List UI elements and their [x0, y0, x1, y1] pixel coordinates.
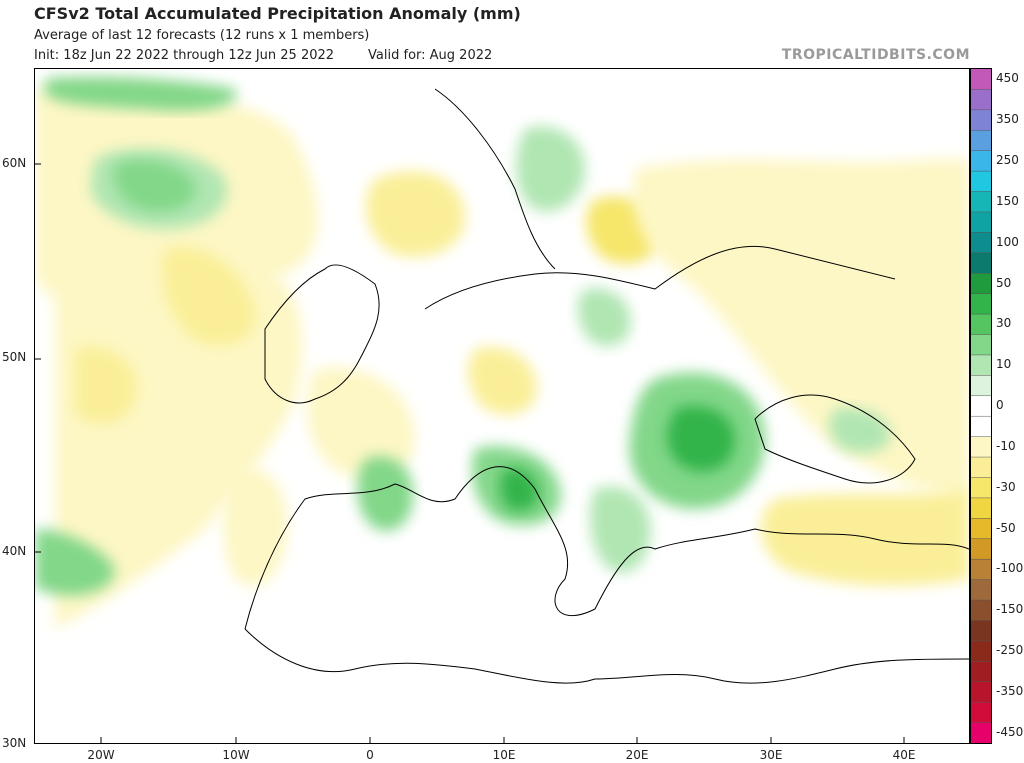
wet-core-north-atlantic — [114, 160, 196, 212]
colorbar-swatch — [971, 436, 991, 458]
colorbar-label: -250 — [996, 643, 1024, 658]
precipitation-anomaly-map — [34, 68, 970, 744]
colorbar-swatch — [971, 293, 991, 315]
colorbar-label: 100 — [996, 234, 1019, 249]
colorbar-swatch — [971, 354, 991, 376]
dry-zone-iberia — [223, 467, 288, 587]
colorbar-swatch — [971, 375, 991, 397]
colorbar-label: -150 — [996, 602, 1024, 617]
dry-zone-france — [306, 367, 415, 479]
colorbar-swatch — [971, 702, 991, 724]
colorbar-swatch — [971, 171, 991, 193]
colorbar-label: -10 — [996, 438, 1016, 453]
colorbar-swatches — [971, 69, 991, 743]
colorbar-swatch — [971, 191, 991, 213]
wet-zone-scandinavia — [516, 126, 585, 212]
colorbar-swatch — [971, 416, 991, 438]
lon-label-10w: 10W — [222, 748, 250, 762]
colorbar-swatch — [971, 538, 991, 560]
colorbar-swatch — [971, 722, 991, 743]
colorbar-swatch — [971, 130, 991, 152]
colorbar-label: -30 — [996, 479, 1016, 494]
lon-label-0: 0 — [366, 748, 374, 762]
wet-zone-azores — [35, 529, 115, 596]
colorbar-swatch — [971, 109, 991, 131]
lat-label-30n: 30N — [2, 736, 27, 750]
colorbar-swatch — [971, 69, 991, 90]
black-sea-coast — [754, 394, 916, 484]
baltic-north-coast — [424, 245, 896, 310]
colorbar-swatch — [971, 559, 991, 581]
colorbar-label: 10 — [996, 357, 1012, 372]
colorbar-label: 50 — [996, 275, 1012, 290]
colorbar-swatch — [971, 457, 991, 478]
colorbar-label: 350 — [996, 112, 1019, 127]
colorbar-swatch — [971, 640, 991, 662]
anomaly-shading — [35, 77, 969, 629]
lon-label-30e: 30E — [759, 748, 783, 762]
colorbar-label: -100 — [996, 561, 1024, 576]
brand-watermark: TROPICALTIDBITS.COM — [781, 47, 970, 63]
dry-core-biscay-west — [75, 347, 137, 424]
dry-core-west-atlantic — [162, 247, 256, 346]
lon-label-20e: 20E — [625, 748, 649, 762]
lon-label-20w: 20W — [87, 748, 115, 762]
coastlines — [244, 88, 969, 684]
colorbar-label: -450 — [996, 724, 1024, 739]
colorbar-label: 250 — [996, 152, 1019, 167]
dry-zone-russia — [633, 159, 969, 499]
colorbar-swatch — [971, 273, 991, 295]
colorbar-label: -50 — [996, 520, 1016, 535]
colorbar-swatch — [971, 600, 991, 621]
colorbar-swatch — [971, 150, 991, 172]
dry-core-germany — [468, 347, 537, 415]
colorbar-swatch — [971, 334, 991, 356]
colorbar-swatch — [971, 620, 991, 642]
wet-core-romania — [666, 405, 735, 472]
colorbar-swatch — [971, 579, 991, 601]
init-valid-line: Init: 18z Jun 22 2022 through 12z Jun 25… — [34, 48, 492, 63]
british-isles-coast — [264, 264, 380, 404]
colorbar-swatch — [971, 232, 991, 254]
wet-zone-adriatic — [590, 486, 651, 573]
map-subtitle: Average of last 12 forecasts (12 runs x … — [34, 28, 370, 43]
colorbar-swatch — [971, 477, 991, 499]
lat-label-40n: 40N — [2, 544, 27, 558]
colorbar-label: -350 — [996, 683, 1024, 698]
colorbar-label: 150 — [996, 193, 1019, 208]
colorbar-swatch — [971, 252, 991, 274]
lat-label-60n: 60N — [2, 156, 27, 170]
colorbar-label: 450 — [996, 71, 1019, 86]
colorbar-swatch — [971, 211, 991, 233]
wet-zone-iceland — [45, 77, 237, 111]
colorbar-swatch — [971, 497, 991, 519]
mediterranean-north-coast — [244, 466, 969, 630]
colorbar-label: 0 — [996, 398, 1004, 412]
wet-zone-poland — [577, 288, 631, 347]
scandinavia-coast — [434, 88, 556, 270]
colorbar-label: 30 — [996, 316, 1012, 331]
init-text: Init: 18z Jun 22 2022 through 12z Jun 25… — [34, 48, 335, 63]
map-canvas — [35, 77, 969, 743]
colorbar-swatch — [971, 681, 991, 703]
colorbar-swatch — [971, 89, 991, 111]
wet-zone-catalonia — [357, 456, 414, 531]
lat-label-50n: 50N — [2, 350, 27, 364]
north-africa-coast — [244, 628, 969, 684]
map-title: CFSv2 Total Accumulated Precipitation An… — [34, 4, 521, 23]
valid-text: Valid for: Aug 2022 — [368, 48, 493, 63]
colorbar — [970, 68, 992, 744]
wet-core-italy — [500, 468, 539, 511]
colorbar-swatch — [971, 314, 991, 336]
dry-core-north-sea — [365, 171, 465, 258]
graticule-ticks — [35, 163, 905, 743]
colorbar-swatch — [971, 395, 991, 417]
colorbar-swatch — [971, 661, 991, 683]
lon-label-40e: 40E — [892, 748, 916, 762]
lon-label-10e: 10E — [492, 748, 516, 762]
colorbar-swatch — [971, 518, 991, 540]
